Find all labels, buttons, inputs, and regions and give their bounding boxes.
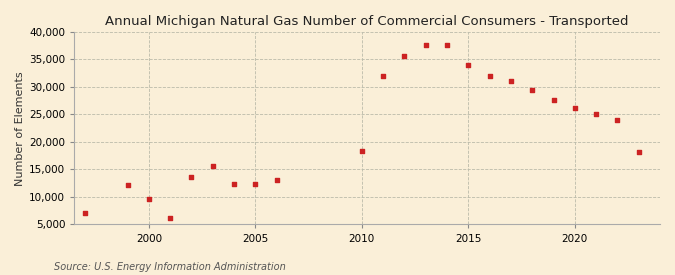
Point [229,182,240,186]
Point [591,112,601,116]
Point [207,163,218,168]
Point [633,150,644,155]
Point [612,118,623,122]
Point [122,183,133,187]
Y-axis label: Number of Elements: Number of Elements [15,71,25,186]
Point [271,178,282,182]
Point [570,106,580,110]
Point [165,216,176,221]
Point [250,182,261,186]
Point [399,54,410,58]
Point [441,43,452,47]
Point [463,63,474,67]
Point [80,211,90,216]
Point [506,79,516,83]
Text: Source: U.S. Energy Information Administration: Source: U.S. Energy Information Administ… [54,262,286,272]
Point [484,74,495,78]
Point [144,196,155,201]
Point [548,98,559,102]
Point [526,87,537,92]
Point [356,149,367,153]
Point [186,174,197,179]
Title: Annual Michigan Natural Gas Number of Commercial Consumers - Transported: Annual Michigan Natural Gas Number of Co… [105,15,629,28]
Point [378,74,389,78]
Point [421,43,431,47]
